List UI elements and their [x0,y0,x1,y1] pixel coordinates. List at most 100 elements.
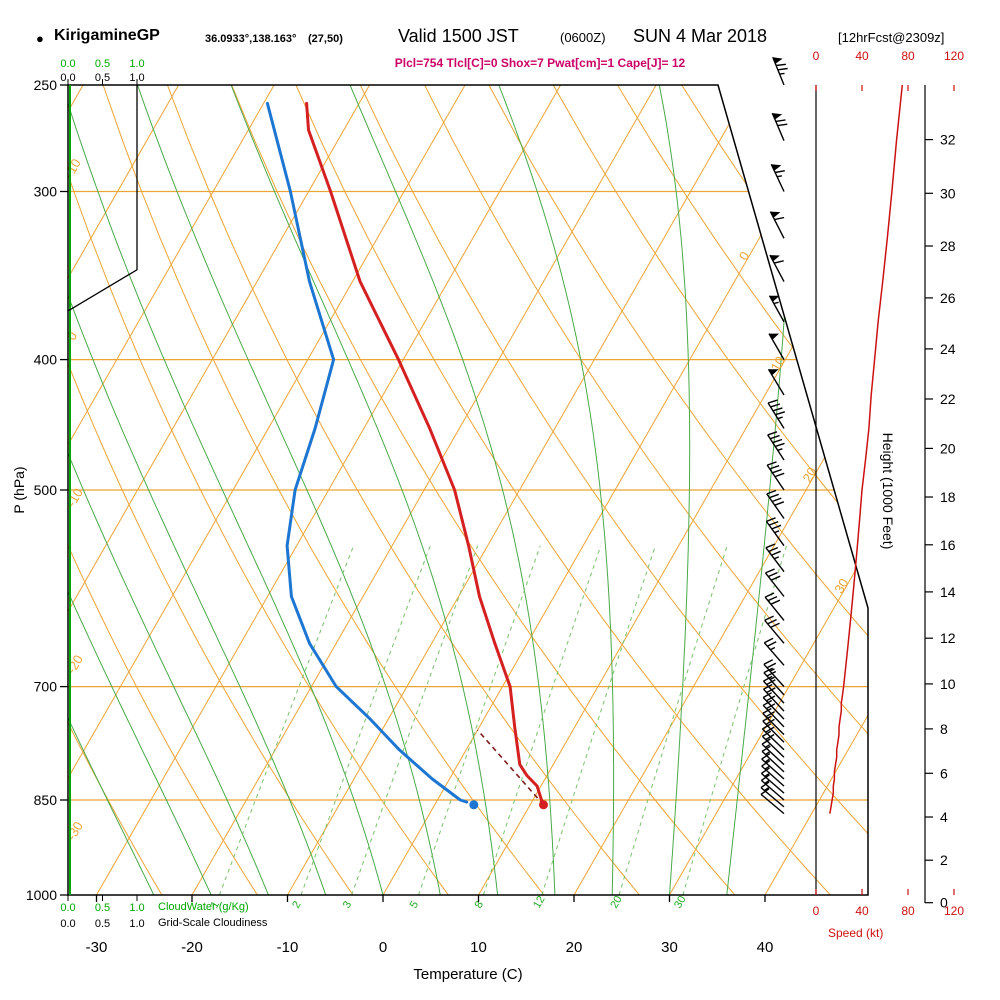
temperature-tick-label: 30 [661,939,678,956]
mixing-ratio-label: 30 [672,894,689,911]
height-tick-label: 24 [940,341,956,357]
isotherm-label: 20 [800,465,820,485]
height-tick-label: 30 [940,185,956,201]
dry-adiabat-line [166,85,640,895]
moist-adiabat-line [349,85,556,895]
mixing-ratio-labels: 1 2 3 5 8 12 20 30 [209,894,689,911]
cloudiness-axis-title: Grid-Scale Cloudiness [158,917,268,929]
cloudiness-scale-label: 1.0 [129,72,144,84]
mixing-ratio-label: 3 [341,899,354,910]
speed-tick-label: 0 [813,49,820,63]
pressure-tick-label: 300 [34,184,58,200]
temperature-tick-label: -30 [86,939,108,956]
mixing-ratio-line [682,545,787,895]
dry-adiabat-line [102,85,545,895]
station-name: KirigamineGP [54,27,160,44]
dry-adiabat-line [68,85,163,895]
dry-adiabat-line [617,85,868,895]
cloudwater-scale-label: 0.5 [95,902,110,914]
height-tick-label: 12 [940,630,956,646]
temperature-tick-label: -10 [277,939,299,956]
isotherm-label: -30 [64,819,86,843]
dry-adiabat-line [424,85,868,895]
dry-adiabat-line [359,85,868,895]
dry-adiabat-line [488,85,868,895]
cloudiness-scale-label: 1.0 [129,918,144,930]
cloudwater-scale-label: 0.5 [95,58,110,70]
skewt-grid [68,85,1000,895]
mixing-ratio-label: 2 [290,899,303,910]
temperature-axis-title: Temperature (C) [413,966,523,983]
mixing-ratio-label: 5 [408,899,421,910]
station-bullet-icon: ● [36,31,44,46]
height-tick-label: 6 [940,765,948,781]
height-tick-label: 28 [940,238,956,254]
speed-axis-title: Speed (kt) [828,926,884,940]
mixing-ratio-line [618,545,728,895]
pressure-tick-label: 700 [34,679,58,695]
valid-time-label: Valid 1500 JST [398,26,519,46]
wind-speed-curve [829,84,904,814]
mixing-ratio-label: 8 [473,899,486,910]
grid-point-label: (27,50) [308,33,343,45]
dry-adiabat-line [552,85,868,895]
cloudiness-scale-label: 0.0 [60,918,75,930]
cloudiness-scale-label: 0.5 [95,918,110,930]
isotherm-label: 0 [64,329,81,343]
temperature-tick-label: 40 [757,939,774,956]
surface-dewpoint-dot [469,800,479,810]
cloudwater-scale-label: 1.0 [129,58,144,70]
cloudwater-scale-label: 1.0 [129,902,144,914]
cloudwater-axis-title: CloudWater (g/Kg) [158,901,249,913]
moist-adiabat-line [68,85,155,895]
pressure-tick-label: 400 [34,352,58,368]
mixing-ratio-line [482,545,602,895]
height-tick-label: 2 [940,852,948,868]
moist-adiabat-line [658,85,691,895]
moist-adiabat-line [498,85,615,895]
temperature-axis: -30 -20 -10 0 10 20 30 40 [86,895,774,956]
dewpoint-curve [265,101,469,804]
valid-utc-label: (0600Z) [560,30,606,45]
parcel-ascent-line [476,729,545,806]
cloudiness-scale-label: 0.0 [60,72,75,84]
dry-adiabat-line [875,85,1000,895]
height-tick-label: 8 [940,721,948,737]
forecast-offset-label: [12hrFcst@2309z] [838,30,945,45]
speed-tick-label: 80 [901,49,915,63]
moist-adiabat-line [68,85,269,895]
isotherm-line [68,85,275,895]
surface-temperature-dot [539,800,548,810]
moist-adiabat-line [68,85,384,895]
speed-axis-ticks [815,85,955,895]
pressure-tick-label: 500 [34,482,58,498]
height-tick-label: 0 [940,895,948,911]
mixing-ratio-label: 20 [608,894,625,911]
speed-tick-label: 0 [813,904,820,918]
pressure-axis: 250 300 400 500 700 850 1000 [26,77,68,903]
station-coords: 36.0933°,138.163° [205,33,297,45]
isotherm-label: 0 [736,249,753,263]
speed-tick-label: 80 [901,904,915,918]
dry-adiabat-line [231,85,736,895]
mixing-ratio-label: 1 [209,899,222,910]
isotherm-label: 10 [64,156,84,176]
height-tick-label: 20 [940,440,956,456]
height-tick-label: 22 [940,391,956,407]
height-tick-label: 18 [940,489,956,505]
moist-adiabat-line [68,85,212,895]
height-tick-label: 16 [940,537,956,553]
mixing-ratio-line [418,545,541,895]
moist-adiabat-line [68,85,327,895]
wind-barbs [760,56,788,815]
dry-adiabat-line [68,85,354,895]
temperature-curve [305,101,545,807]
height-tick-label: 26 [940,290,956,306]
valid-date-label: SUN 4 Mar 2018 [633,26,768,46]
dry-adiabat-line [295,85,831,895]
mixing-ratio-line [218,545,355,895]
